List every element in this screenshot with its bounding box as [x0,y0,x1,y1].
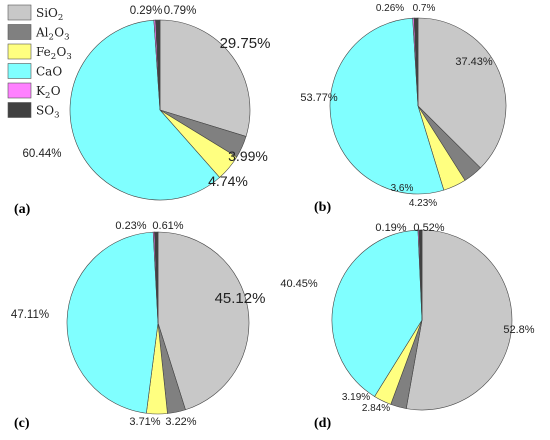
slice-value-label: 0.26% [376,3,404,14]
pie-slice [157,231,250,411]
slice-value-label: 4.74% [208,173,248,189]
slice-value-label: 0.19% [375,222,406,234]
pie-slice [331,229,423,397]
slice-value-label: 3.6% [391,183,414,194]
legend: SiO2 Al2 O3 Fe2 O3 CaO K2 O SO3 [7,4,72,121]
slice-value-label: 0.29% [130,5,163,17]
pie-slice [413,17,419,107]
pie-slice [155,19,161,111]
legend-swatch [7,82,32,99]
pie-slice [405,229,513,411]
slice-value-label: 0.79% [164,5,197,17]
slice-value-label: 53.77% [300,92,338,104]
slice-value-label: 47.11% [11,309,49,321]
pie-slice [154,231,159,324]
slice-value-label: 0.52% [413,222,444,234]
pie-slice [418,229,423,321]
slice-value-label: 3.19% [342,392,370,403]
slice-value-label: 3.22% [165,416,196,428]
pie-slice [159,19,251,137]
slice-value-label: 3.71% [129,416,160,428]
pie-slice [329,17,445,195]
legend-label: CaO [36,65,62,79]
legend-label: Fe2 O3 [36,45,72,62]
slice-value-label: 2.84% [362,403,390,414]
panel-label: (d) [314,416,331,431]
legend-label: K2 O [36,84,61,101]
legend-label: SO3 [36,104,59,121]
slice-value-label: 0.7% [413,3,436,14]
slice-value-label: 29.75% [220,35,271,52]
slice-value-label: 45.12% [215,290,266,307]
slice-value-label: 4.23% [409,198,437,209]
pie-chart: 29.75% 3.99% 4.74% 60.44% 0.29% 0.79% (a) [14,5,270,217]
slice-value-label: 60.44% [22,148,61,160]
panel-label: (b) [314,200,331,215]
panel-label: (c) [14,416,30,431]
pie-charts: 29.75% 3.99% 4.74% 60.44% 0.29% 0.79% (a) 37.43… [11,3,535,431]
legend-swatch [7,102,32,118]
pie-chart: 45.12% 3.22% 3.71% 47.11% 0.23% 0.61% (c) [11,220,266,431]
pie-slice [69,19,221,201]
slice-value-label: 52.8% [503,324,534,336]
legend-swatch [7,24,32,40]
legend-label: SiO2 [36,6,63,23]
pie-chart: 37.43% 3.6% 4.23% 53.77% 0.26% 0.7% (b) [300,3,507,215]
pie-slice [417,17,507,169]
slice-value-label: 0.23% [115,220,146,232]
slice-value-label: 3.99% [228,148,268,164]
pie-chart: 52.8% 2.84%3.19% 40.45% 0.19% 0.52% (d) [280,222,534,431]
legend-label: Al2 O3 [35,26,70,43]
slice-value-label: 0.61% [152,220,183,232]
panel-label: (a) [14,202,31,217]
pie-slice [66,231,159,414]
legend-swatch [7,43,32,60]
slice-value-label: 40.45% [280,278,318,290]
legend-swatch [7,63,32,79]
slice-value-label: 37.43% [455,56,493,68]
legend-swatch [7,4,32,21]
